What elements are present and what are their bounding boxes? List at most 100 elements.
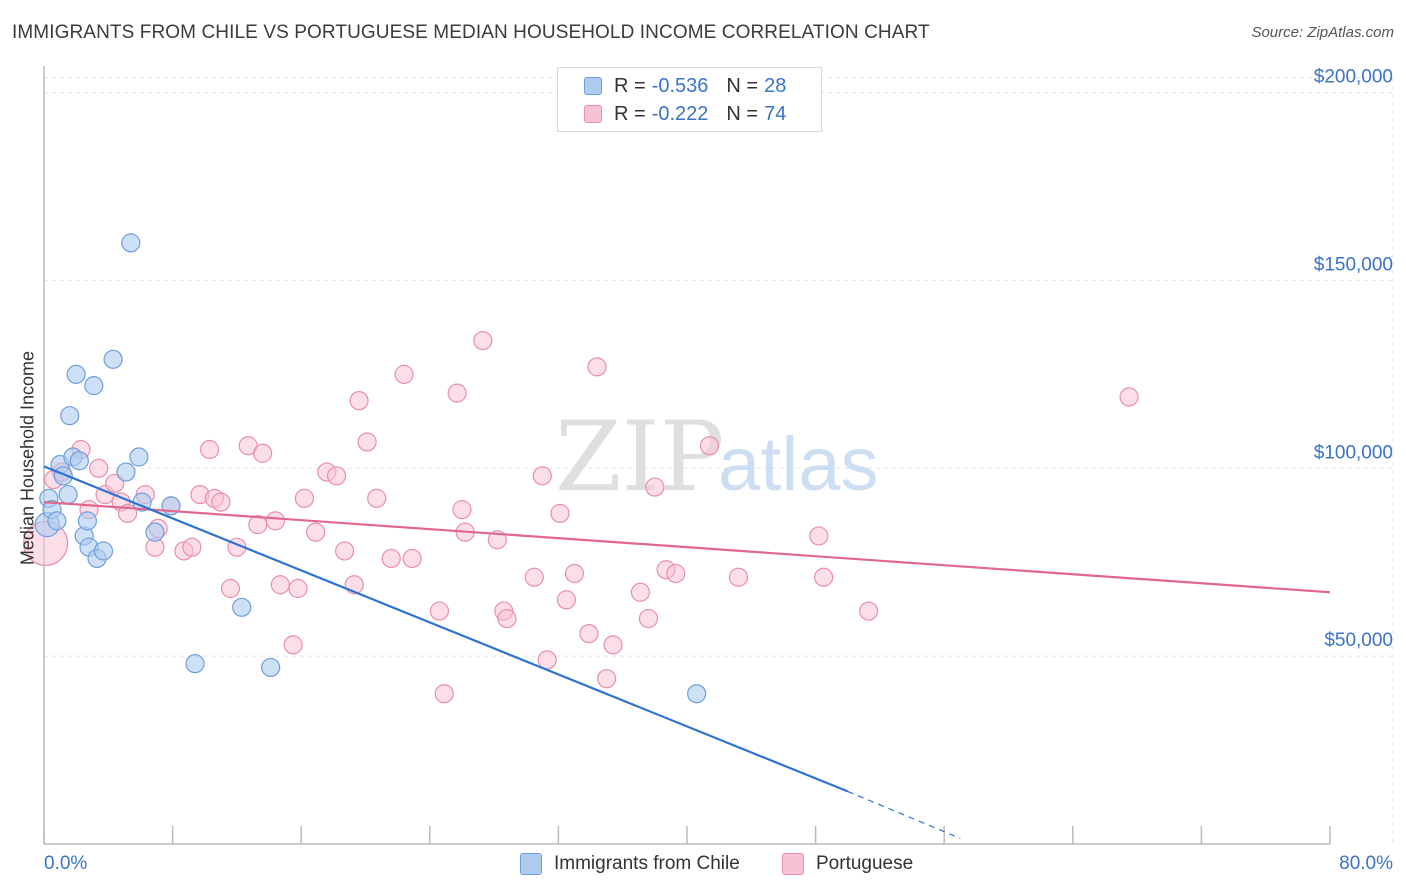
portuguese-point (402, 548, 422, 569)
bottom-legend-swatch-portuguese (782, 853, 804, 875)
portuguese-point (326, 466, 347, 486)
legend-n-label: N = (726, 102, 759, 125)
portuguese-point (270, 575, 290, 595)
portuguese-point (89, 458, 109, 478)
watermark-zip: ZIP (555, 401, 724, 513)
portuguese-point (367, 488, 387, 508)
chile-point (69, 451, 89, 471)
y-tick-label: $100,000 (1314, 442, 1393, 463)
portuguese-point (447, 383, 467, 403)
portuguese-point (283, 635, 303, 655)
portuguese-trend-line (43, 501, 1331, 594)
portuguese-point (728, 567, 749, 587)
portuguese-point (253, 443, 273, 463)
bottom-legend-chile[interactable]: Immigrants from Chile (520, 851, 740, 877)
y-tick-label: $150,000 (1314, 254, 1393, 275)
portuguese-point (288, 578, 308, 599)
x-tick-label: 80.0% (1339, 853, 1393, 874)
portuguese-point (699, 436, 720, 456)
chile-trend-extension (847, 790, 961, 839)
legend-n-label: N = (726, 74, 759, 97)
legend-r-value-portuguese: -0.222 (651, 102, 709, 125)
portuguese-point (564, 563, 585, 584)
chile-point (185, 654, 205, 674)
portuguese-point (597, 669, 617, 689)
portuguese-point (265, 511, 286, 531)
legend-swatch-chile (584, 77, 602, 95)
legend-r-label: R = (614, 74, 646, 97)
portuguese-point (381, 548, 401, 569)
portuguese-point (524, 567, 544, 587)
chile-point (77, 511, 98, 531)
chile-point (116, 462, 136, 482)
y-tick-label: $200,000 (1314, 67, 1393, 88)
portuguese-point (666, 563, 686, 584)
portuguese-point (645, 477, 665, 497)
chile-point (93, 541, 114, 561)
legend-row-portuguese: R = -0.222 N = 74 (584, 100, 786, 128)
portuguese-point (497, 608, 517, 629)
legend-row-chile: R = -0.536 N = 28 (584, 72, 786, 100)
portuguese-point (587, 357, 607, 377)
portuguese-point (532, 466, 552, 486)
portuguese-point (630, 582, 650, 602)
chile-point (66, 364, 86, 384)
portuguese-point (294, 488, 315, 508)
x-tick-label: 0.0% (44, 853, 87, 874)
tick-labels: $50,000 $100,000 $150,000 $200,000 0.0% 80.0% (44, 67, 1393, 874)
legend-n-value-chile: 28 (764, 74, 787, 97)
portuguese-point (809, 526, 829, 546)
portuguese-point (357, 432, 377, 452)
portuguese-point (550, 503, 570, 523)
portuguese-point (349, 391, 369, 411)
portuguese-point (335, 541, 355, 561)
chile-point (232, 597, 252, 617)
bottom-legend-label-portuguese: Portuguese (816, 853, 914, 874)
chart-title: IMMIGRANTS FROM CHILE VS PORTUGUESE MEDI… (12, 22, 930, 43)
chile-point (47, 511, 67, 531)
legend: R = -0.536 N = 28 R = -0.222 N = 74 (557, 67, 822, 132)
trend-lines (43, 465, 1331, 839)
chile-point (261, 657, 281, 678)
portuguese-point (220, 578, 241, 599)
chile-point (129, 447, 149, 467)
portuguese-point (556, 590, 577, 610)
chile-point (84, 376, 104, 396)
legend-swatch-portuguese (584, 105, 602, 123)
chile-point (58, 484, 78, 505)
bottom-legend-portuguese[interactable]: Portuguese (782, 851, 913, 877)
portuguese-point (211, 492, 231, 512)
portuguese-point (473, 330, 493, 351)
axes (43, 66, 1331, 845)
portuguese-point (579, 623, 599, 644)
chile-points (34, 233, 707, 704)
chart-source: Source: ZipAtlas.com (1251, 24, 1394, 41)
portuguese-point (603, 635, 623, 655)
chile-trend-line (43, 465, 849, 793)
bottom-legend-label-chile: Immigrants from Chile (554, 853, 740, 874)
legend-n-value-portuguese: 74 (764, 102, 787, 125)
portuguese-points (23, 330, 1139, 704)
chile-point (60, 406, 80, 426)
portuguese-point (394, 364, 414, 384)
chile-point (121, 233, 141, 253)
portuguese-point (814, 567, 834, 587)
portuguese-point (434, 684, 454, 704)
watermark-atlas: atlas (718, 422, 879, 507)
portuguese-point (182, 537, 202, 557)
chile-point (687, 684, 707, 704)
y-tick-label: $50,000 (1324, 630, 1393, 651)
y-axis-label: Median Household Income (17, 350, 38, 566)
legend-r-value-chile: -0.536 (651, 74, 709, 97)
portuguese-point (859, 601, 879, 621)
portuguese-point (306, 522, 326, 542)
portuguese-point (638, 608, 659, 629)
watermark: ZIP atlas (555, 401, 879, 513)
portuguese-point (1119, 387, 1139, 407)
bottom-legend-swatch-chile (520, 853, 542, 875)
portuguese-point (452, 500, 472, 520)
chile-point (103, 349, 123, 369)
legend-r-label: R = (614, 102, 646, 125)
portuguese-point (199, 439, 220, 460)
